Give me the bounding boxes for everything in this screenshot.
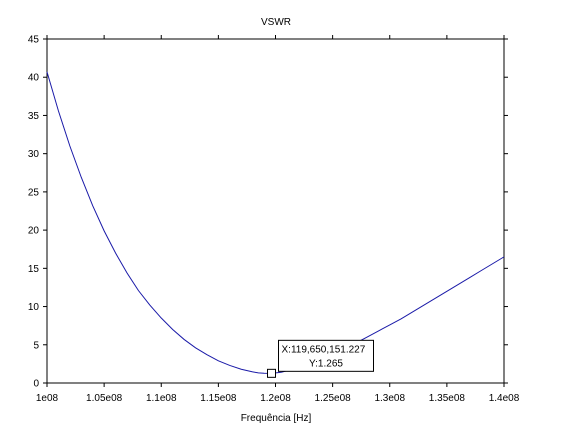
y-axis-ticks: 0 5 10 15 20 25 30 35 40 45 [28,35,508,390]
y-tick-label: 5 [33,340,39,351]
y-tick-label: 30 [28,149,40,160]
y-tick-label: 20 [28,226,40,237]
datatip-x-label: X:119,650,151.227 [282,344,366,355]
y-tick-label: 15 [28,264,40,275]
x-tick-label: 1.25e08 [315,393,352,404]
y-tick-label: 10 [28,302,40,313]
datatip-y-label: Y:1.265 [309,358,343,369]
x-axis-label: Frequência [Hz] [241,413,312,424]
y-tick-label: 40 [28,73,40,84]
x-tick-label: 1e08 [36,393,59,404]
datatip-marker[interactable] [267,368,277,378]
x-tick-label: 1.15e08 [200,393,237,404]
datatip[interactable]: X:119,650,151.227 Y:1.265 [267,339,375,378]
x-tick-label: 1.35e08 [429,393,466,404]
x-tick-label: 1.1e08 [146,393,177,404]
x-tick-label: 1.05e08 [86,393,123,404]
y-tick-label: 0 [33,379,39,390]
y-tick-label: 35 [28,111,40,122]
x-axis-ticks: 1e08 1.05e08 1.1e08 1.15e08 1.2e08 1.25e08 1.3… [36,35,520,404]
y-tick-label: 25 [28,187,40,198]
x-tick-label: 1.2e08 [260,393,291,404]
x-tick-label: 1.4e08 [489,393,520,404]
plot-area [46,38,505,384]
y-tick-label: 45 [28,35,40,46]
datatip-box [278,339,375,372]
chart-title: VSWR [261,17,291,28]
x-tick-label: 1.3e08 [374,393,405,404]
